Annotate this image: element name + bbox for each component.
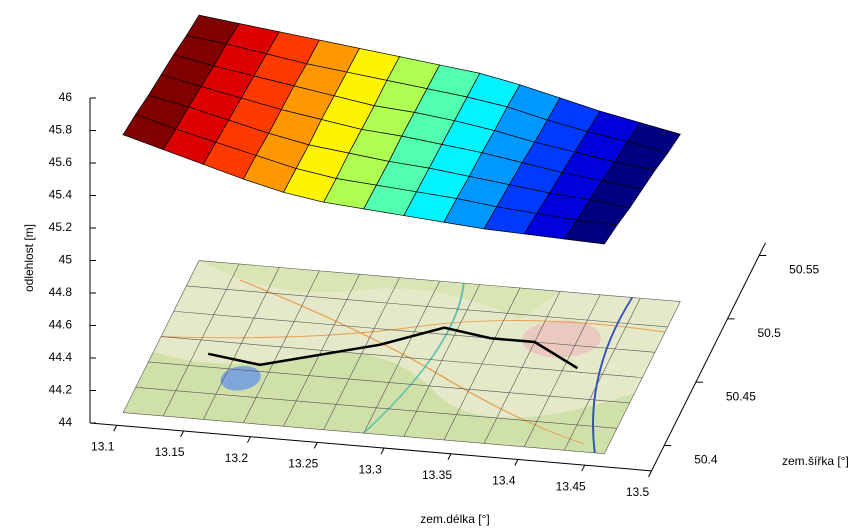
- x-tick: [447, 453, 452, 461]
- z-tick-label: 44.2: [49, 383, 73, 397]
- map-road: [238, 279, 585, 445]
- map-town: [521, 320, 601, 358]
- x-tick: [648, 470, 652, 478]
- x-tick-label: 13.1: [91, 439, 115, 453]
- z-tick-label: 45: [59, 253, 73, 267]
- x-tick-label: 13.5: [626, 485, 650, 499]
- surface-patch: [563, 219, 618, 245]
- y-axis-label: zem.šířka [°]: [782, 454, 849, 468]
- map-field: [199, 260, 561, 320]
- z-tick-label: 45.2: [49, 220, 73, 234]
- z-tick-label: 45.4: [49, 188, 73, 202]
- x-tick: [380, 447, 385, 455]
- map-grid: [173, 310, 656, 353]
- y-axis: [651, 242, 766, 472]
- z-tick-label: 44: [59, 415, 73, 429]
- y-tick-label: 50.4: [694, 453, 718, 467]
- x-tick-label: 13.15: [155, 445, 185, 459]
- x-tick: [313, 442, 318, 449]
- x-tick-label: 13.4: [492, 474, 516, 488]
- x-tick: [246, 436, 251, 443]
- track: [207, 326, 579, 370]
- x-tick: [180, 430, 185, 438]
- x-axis-label: zem.délka [°]: [420, 512, 490, 526]
- map-grid: [123, 412, 605, 454]
- map-grid: [148, 361, 630, 404]
- x-tick-label: 13.35: [422, 468, 452, 482]
- x-tick: [514, 459, 519, 466]
- x-tick-label: 13.45: [556, 479, 586, 493]
- z-tick-label: 45.8: [49, 123, 73, 137]
- map-lake: [220, 365, 261, 391]
- z-tick-label: 44.4: [49, 350, 73, 364]
- z-tick-label: 44.8: [49, 285, 73, 299]
- y-tick-label: 50.45: [726, 389, 756, 403]
- x-tick-label: 13.25: [288, 457, 318, 471]
- x-tick: [581, 464, 586, 472]
- x-tick-label: 13.2: [225, 451, 249, 465]
- z-tick-label: 46: [59, 90, 73, 104]
- map-grid: [161, 336, 643, 378]
- map-grid: [199, 260, 681, 302]
- y-tick-label: 50.55: [789, 263, 819, 277]
- z-axis-label: odlehlost [m]: [22, 224, 36, 292]
- map-grid: [135, 386, 618, 429]
- z-tick-label: 45.6: [49, 155, 73, 169]
- map-grid: [186, 285, 668, 328]
- map-stream: [362, 283, 465, 434]
- y-tick-label: 50.5: [758, 326, 782, 340]
- z-tick-label: 44.6: [49, 318, 73, 332]
- x-tick: [113, 425, 118, 432]
- x-tick-label: 13.3: [358, 462, 382, 476]
